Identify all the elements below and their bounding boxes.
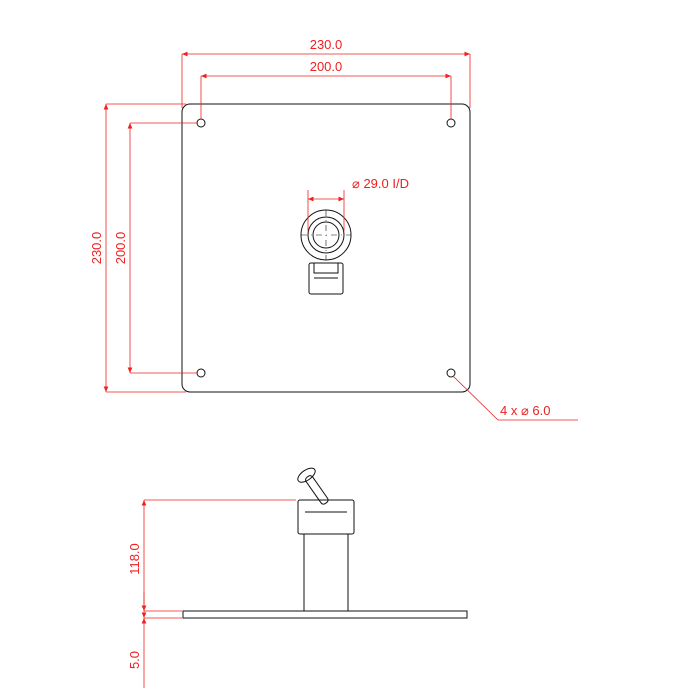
technical-drawing: 230.0 200.0 230.0 200.0 ⌀ 29.0 I/D 4 x ⌀…	[0, 0, 700, 700]
hole-tl	[197, 119, 205, 127]
dim-200-h-label: 200.0	[310, 59, 343, 74]
dim-230-h-label: 230.0	[310, 37, 343, 52]
socket-top	[301, 210, 351, 294]
dim-200-v-label: 200.0	[113, 232, 128, 265]
dim-5-label: 5.0	[127, 651, 142, 669]
hole-label: 4 x ⌀ 6.0	[500, 403, 550, 418]
dim-118-label: 118.0	[127, 543, 142, 575]
dim-diam29-label: ⌀ 29.0 I/D	[352, 176, 409, 191]
hole-bl	[197, 369, 205, 377]
hole-leader	[453, 376, 498, 420]
hole-tr	[447, 119, 455, 127]
hole-br	[447, 369, 455, 377]
side-view	[183, 465, 467, 618]
dim-230-v-label: 230.0	[89, 232, 104, 265]
